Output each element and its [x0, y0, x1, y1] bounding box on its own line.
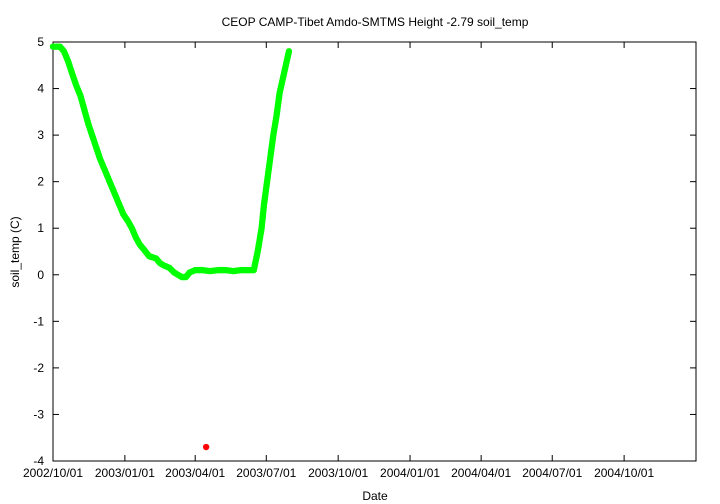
data-point — [202, 443, 210, 451]
x-tick-label: 2003/04/01 — [165, 466, 225, 480]
y-tick-label: -1 — [33, 314, 44, 328]
chart-title: CEOP CAMP-Tibet Amdo-SMTMS Height -2.79 … — [222, 15, 529, 29]
data-points — [49, 43, 293, 451]
plot-frame — [52, 41, 697, 462]
y-axis-label: soil_temp (C) — [8, 216, 22, 287]
x-axis: 2002/10/01 2003/01/01 2003/04/01 2003/07/01… — [23, 42, 654, 480]
y-tick-label: 0 — [37, 268, 44, 282]
x-tick-label: 2003/10/01 — [308, 466, 368, 480]
x-tick-label: 2002/10/01 — [23, 466, 83, 480]
x-tick-label: 2003/01/01 — [95, 466, 155, 480]
data-point — [285, 48, 293, 55]
x-axis-label: Date — [362, 489, 388, 503]
x-tick-label: 2004/04/01 — [451, 466, 511, 480]
y-tick-label: 4 — [37, 82, 44, 96]
x-tick-label: 2003/07/01 — [236, 466, 296, 480]
y-axis: -4 -3 -2 -1 0 1 2 3 4 5 — [33, 35, 696, 468]
y-tick-label: -4 — [33, 454, 44, 468]
y-tick-label: 5 — [37, 35, 44, 49]
y-tick-label: 2 — [37, 175, 44, 189]
x-tick-label: 2004/10/01 — [594, 466, 654, 480]
y-tick-label: 1 — [37, 221, 44, 235]
x-tick-label: 2004/01/01 — [380, 466, 440, 480]
y-tick-label: 3 — [37, 128, 44, 142]
y-tick-label: -3 — [33, 407, 44, 421]
y-tick-label: -2 — [33, 361, 44, 375]
x-tick-label: 2004/07/01 — [522, 466, 582, 480]
